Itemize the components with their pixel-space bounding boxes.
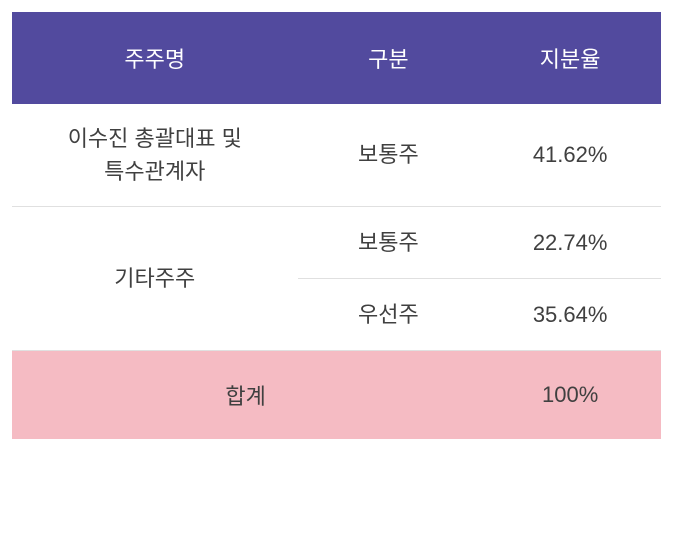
header-ratio: 지분율 (479, 12, 661, 104)
shareholder-table: 주주명 구분 지분율 이수진 총괄대표 및 특수관계자 보통주 41.62% 기… (12, 12, 661, 439)
total-label: 합계 (12, 351, 479, 440)
table-total-row: 합계 100% (12, 351, 661, 440)
total-ratio: 100% (479, 351, 661, 440)
header-type: 구분 (298, 12, 480, 104)
cell-type: 우선주 (298, 279, 480, 351)
table-row: 기타주주 보통주 22.74% (12, 207, 661, 279)
cell-ratio: 35.64% (479, 279, 661, 351)
cell-text-line2: 특수관계자 (104, 159, 205, 184)
cell-shareholder: 이수진 총괄대표 및 특수관계자 (12, 104, 298, 207)
table-header-row: 주주명 구분 지분율 (12, 12, 661, 104)
cell-text-line1: 이수진 총괄대표 및 (68, 126, 242, 151)
cell-type: 보통주 (298, 207, 480, 279)
table-row: 이수진 총괄대표 및 특수관계자 보통주 41.62% (12, 104, 661, 207)
cell-type: 보통주 (298, 104, 480, 207)
header-shareholder: 주주명 (12, 12, 298, 104)
cell-ratio: 22.74% (479, 207, 661, 279)
cell-shareholder: 기타주주 (12, 207, 298, 351)
cell-ratio: 41.62% (479, 104, 661, 207)
